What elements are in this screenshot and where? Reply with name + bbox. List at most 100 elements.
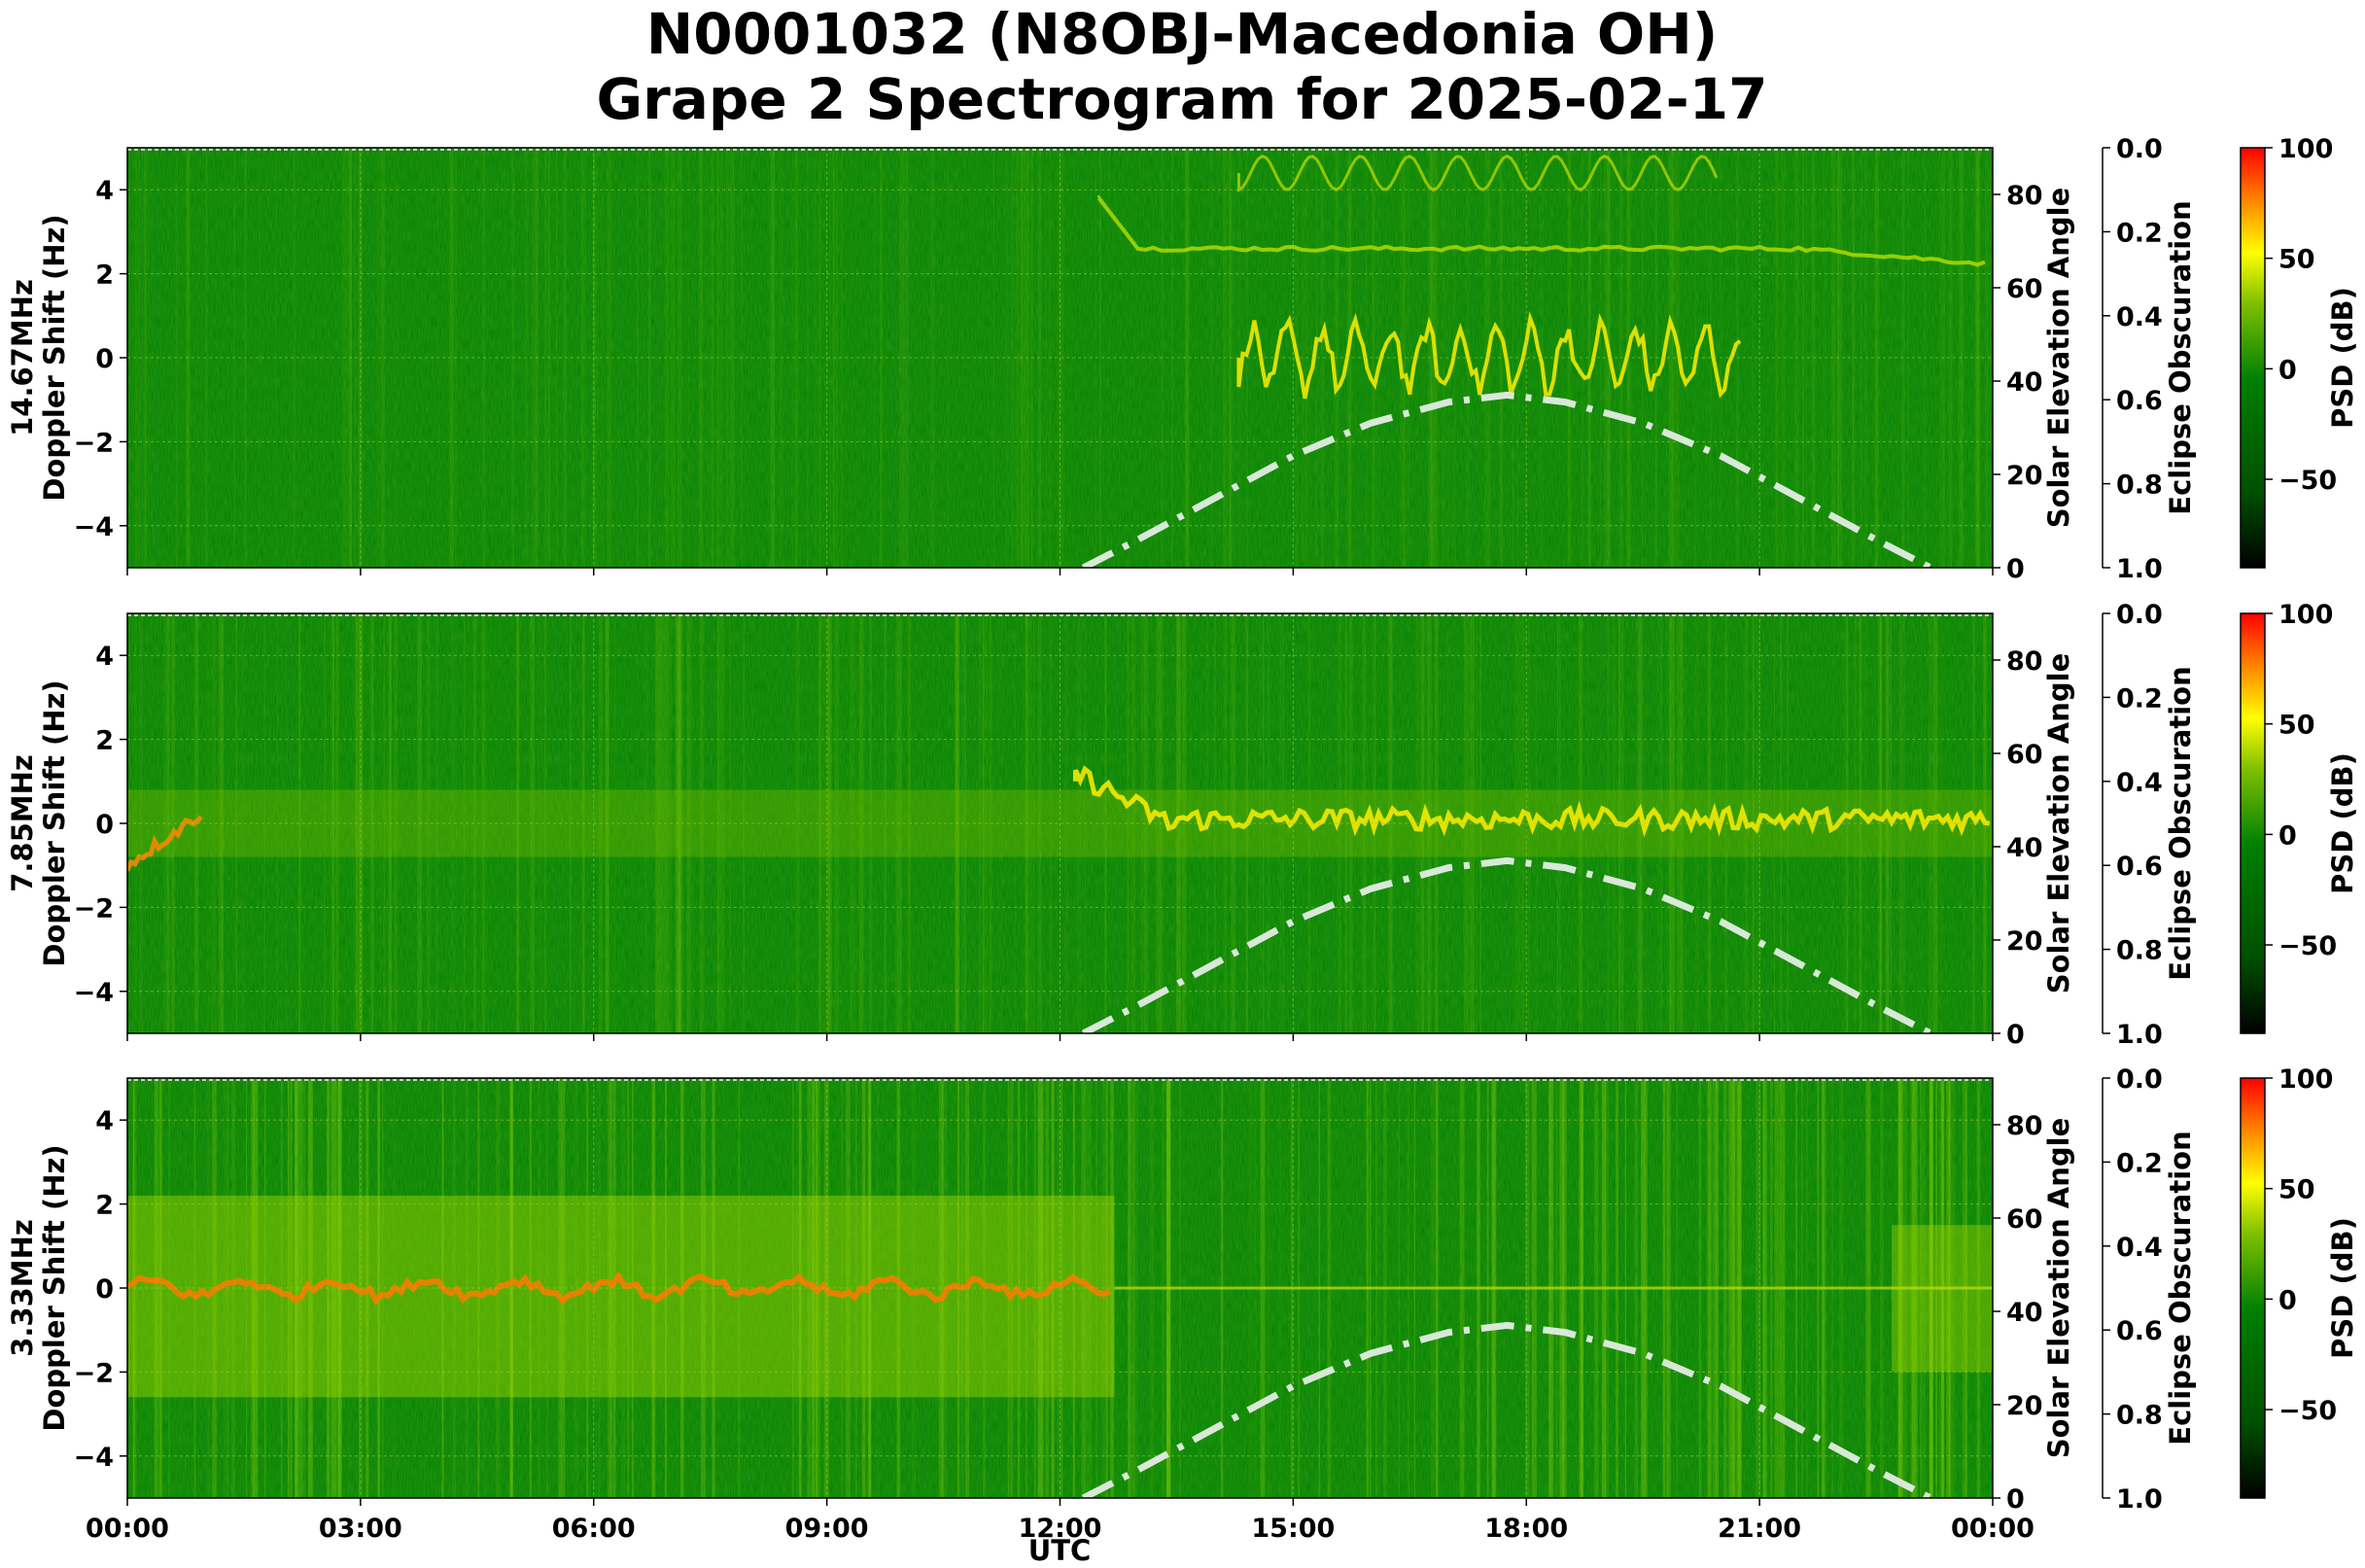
y2-tick-label: 80 — [2006, 646, 2043, 677]
colorbar-label: PSD (dB) — [2326, 1217, 2359, 1359]
y3-tick-label: 0.0 — [2116, 600, 2163, 630]
plot-area — [127, 1078, 1993, 1498]
colorbar — [2240, 1077, 2266, 1499]
spectrogram-panel-14-67MHz: 420−2−48060402000.00.20.40.60.81.0100500… — [6, 134, 2359, 584]
y2-tick-label: 80 — [2006, 1111, 2043, 1141]
solar-elevation-line — [1081, 1321, 1932, 1498]
colorbar-tick-label: −50 — [2278, 466, 2337, 496]
colorbar-tick-label: 100 — [2278, 134, 2333, 164]
y2-tick-label: 40 — [2006, 1298, 2043, 1328]
y2-tick-label: 0 — [2006, 554, 2025, 584]
colorbar-tick-label: 50 — [2278, 245, 2315, 275]
y3-tick-label: 0.2 — [2116, 1148, 2163, 1178]
y2-tick-label: 0 — [2006, 1484, 2025, 1515]
y3-axis-label: Eclipse Obscuration — [2164, 200, 2197, 514]
x-tick-label: 00:00 — [86, 1514, 169, 1544]
y3-tick-label: 0.6 — [2116, 386, 2163, 416]
y2-axis-label: Solar Elevation Angle — [2042, 1118, 2075, 1459]
band-label: 7.85MHz — [6, 754, 39, 892]
y3-tick-label: 0.0 — [2116, 1064, 2163, 1095]
y-tick-label: −4 — [74, 1443, 114, 1473]
y-tick-label: 0 — [95, 810, 114, 840]
y3-tick-label: 1.0 — [2116, 1484, 2163, 1515]
y-tick-label: 4 — [95, 642, 114, 672]
colorbar-tick-label: 50 — [2278, 1175, 2315, 1205]
x-tick-label: 03:00 — [319, 1514, 402, 1544]
y2-tick-label: 80 — [2006, 181, 2043, 211]
chart-title-line-1: N0001032 (N8OBJ-Macedonia OH) — [646, 1, 1719, 67]
y3-tick-label: 0.8 — [2116, 936, 2163, 966]
y-axis-label: Doppler Shift (Hz) — [38, 214, 71, 501]
colorbar-tick-label: 100 — [2278, 1064, 2333, 1095]
x-tick-label: 09:00 — [785, 1514, 869, 1544]
y3-axis-label: Eclipse Obscuration — [2164, 666, 2197, 980]
x-tick-label: 12:00 — [1019, 1514, 1102, 1544]
y3-tick-label: 0.8 — [2116, 1401, 2163, 1431]
x-tick-label: 18:00 — [1484, 1514, 1568, 1544]
y3-tick-label: 0.6 — [2116, 852, 2163, 882]
colorbar-tick-label: −50 — [2278, 1396, 2337, 1426]
solar-elevation-line — [1081, 391, 1932, 568]
y3-tick-label: 0.8 — [2116, 470, 2163, 501]
y2-tick-label: 60 — [2006, 1204, 2043, 1235]
x-tick-label: 06:00 — [552, 1514, 636, 1544]
colorbar-tick-label: 0 — [2278, 355, 2297, 385]
chart-title-line-2: Grape 2 Spectrogram for 2025-02-17 — [597, 66, 1768, 132]
y-tick-label: −4 — [74, 978, 114, 1008]
y3-tick-label: 0.4 — [2116, 1233, 2163, 1263]
y2-tick-label: 60 — [2006, 274, 2043, 304]
y3-tick-label: 0.2 — [2116, 683, 2163, 714]
colorbar-tick-label: 50 — [2278, 711, 2315, 741]
y-tick-label: 2 — [95, 261, 114, 291]
colorbar — [2240, 612, 2266, 1034]
y-tick-label: −4 — [74, 512, 114, 542]
y2-tick-label: 0 — [2006, 1020, 2025, 1050]
grid — [127, 1078, 1993, 1498]
y3-tick-label: 1.0 — [2116, 1020, 2163, 1050]
y-tick-label: −2 — [74, 1358, 114, 1388]
grid — [127, 148, 1993, 568]
x-tick-label: 00:00 — [1951, 1514, 2035, 1544]
y3-tick-label: 0.4 — [2116, 768, 2163, 798]
y-tick-label: 0 — [95, 344, 114, 374]
y-axis-label: Doppler Shift (Hz) — [38, 679, 71, 966]
y-tick-label: 4 — [95, 1106, 114, 1136]
grid — [127, 613, 1993, 1033]
y-tick-label: −2 — [74, 893, 114, 923]
y2-tick-label: 20 — [2006, 1391, 2043, 1421]
y-tick-label: −2 — [74, 428, 114, 458]
y2-axis-label: Solar Elevation Angle — [2042, 188, 2075, 529]
y-tick-label: 2 — [95, 726, 114, 756]
colorbar-tick-label: 0 — [2278, 1285, 2297, 1315]
y-tick-label: 2 — [95, 1191, 114, 1221]
spectrogram-panel-7-85MHz: 420−2−48060402000.00.20.40.60.81.0100500… — [6, 600, 2359, 1050]
x-axis-label: UTC — [1028, 1534, 1092, 1567]
y2-tick-label: 40 — [2006, 833, 2043, 863]
colorbar-tick-label: 0 — [2278, 820, 2297, 851]
band-label: 3.33MHz — [6, 1219, 39, 1357]
colorbar-label: PSD (dB) — [2326, 287, 2359, 429]
plot-area — [127, 148, 1993, 568]
y3-tick-label: 0.2 — [2116, 218, 2163, 248]
y2-tick-label: 40 — [2006, 367, 2043, 398]
y3-tick-label: 0.0 — [2116, 134, 2163, 164]
y3-axis-label: Eclipse Obscuration — [2164, 1131, 2197, 1445]
y-tick-label: 0 — [95, 1274, 114, 1305]
y2-axis-label: Solar Elevation Angle — [2042, 653, 2075, 994]
y3-tick-label: 1.0 — [2116, 554, 2163, 584]
x-tick-label: 15:00 — [1251, 1514, 1335, 1544]
y-axis-label: Doppler Shift (Hz) — [38, 1144, 71, 1431]
y3-tick-label: 0.4 — [2116, 302, 2163, 332]
spectrogram-panel-3-33MHz: 420−2−48060402000.00.20.40.60.81.0100500… — [6, 1064, 2359, 1544]
y2-tick-label: 20 — [2006, 926, 2043, 957]
colorbar-tick-label: −50 — [2278, 931, 2337, 961]
colorbar — [2240, 147, 2266, 569]
y-tick-label: 4 — [95, 176, 114, 206]
y2-tick-label: 60 — [2006, 740, 2043, 770]
colorbar-tick-label: 100 — [2278, 600, 2333, 630]
colorbar-label: PSD (dB) — [2326, 752, 2359, 894]
panels: 420−2−48060402000.00.20.40.60.81.0100500… — [6, 134, 2359, 1544]
y3-tick-label: 0.6 — [2116, 1316, 2163, 1346]
y2-tick-label: 20 — [2006, 461, 2043, 491]
